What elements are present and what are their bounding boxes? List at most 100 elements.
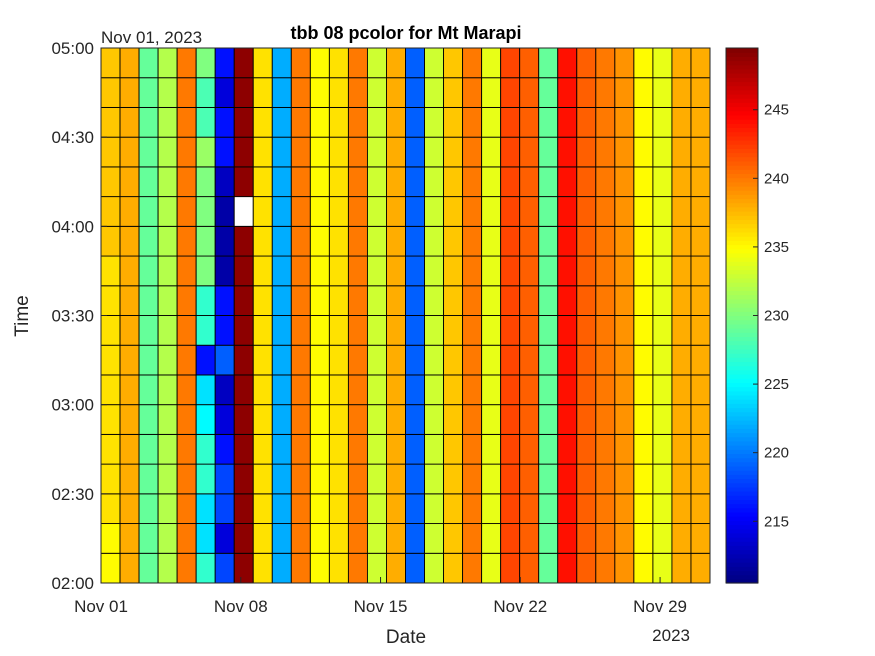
- colorbar-segment: [726, 215, 758, 220]
- heatmap-cell: [138, 374, 159, 406]
- heatmap-cell: [405, 433, 425, 465]
- heatmap-cell: [195, 196, 216, 227]
- heatmap-cell: [328, 166, 349, 198]
- heatmap-cell: [614, 255, 635, 287]
- heatmap-cell: [271, 196, 292, 227]
- heatmap-cell: [500, 136, 521, 168]
- heatmap-cell: [176, 315, 197, 346]
- heatmap-cell: [347, 493, 368, 524]
- heatmap-cell: [328, 196, 349, 227]
- heatmap-cell: [633, 344, 654, 376]
- heatmap-cell: [595, 77, 616, 108]
- heatmap-cell: [233, 463, 254, 495]
- colorbar-segment: [726, 503, 758, 509]
- heatmap-cell: [214, 315, 235, 346]
- heatmap-cell: [595, 196, 616, 227]
- heatmap-cell: [671, 523, 692, 554]
- colorbar-segment: [726, 77, 758, 83]
- x-tick-label: Nov 22: [493, 597, 547, 616]
- heatmap-cell: [443, 47, 464, 79]
- heatmap-cell: [595, 225, 616, 257]
- colorbar-segment: [726, 557, 758, 563]
- heatmap-cell: [443, 166, 464, 198]
- colorbar-segment: [726, 432, 758, 438]
- heatmap-cell: [138, 106, 159, 138]
- heatmap-cell: [366, 285, 387, 316]
- colorbar-segment: [726, 357, 758, 363]
- y-tick-label: 02:00: [51, 574, 94, 593]
- heatmap-cell: [100, 463, 121, 495]
- heatmap-cell: [176, 225, 197, 257]
- heatmap-cell: [100, 344, 121, 376]
- heatmap-cell: [690, 523, 711, 554]
- heatmap-cell: [138, 285, 159, 316]
- heatmap-cell: [157, 433, 178, 465]
- colorbar-segment: [726, 399, 758, 404]
- heatmap-cell: [614, 493, 635, 524]
- heatmap-cell: [100, 374, 121, 406]
- heatmap-cell: [652, 493, 673, 524]
- heatmap-cell: [252, 404, 273, 435]
- heatmap-cell: [271, 47, 292, 79]
- corner-date-label: Nov 01, 2023: [101, 28, 202, 47]
- colorbar-segment: [726, 578, 758, 584]
- colorbar-segment: [726, 185, 758, 191]
- heatmap-cell: [290, 463, 311, 495]
- colorbar-segment: [726, 102, 758, 108]
- colorbar-tick-label: 225: [764, 376, 789, 393]
- heatmap-cell: [443, 463, 464, 495]
- heatmap-cell: [119, 315, 140, 346]
- colorbar-segment: [726, 474, 758, 480]
- heatmap-cell: [576, 315, 597, 346]
- heatmap-cell: [595, 404, 616, 435]
- heatmap-cell: [652, 315, 673, 346]
- heatmap-cell: [690, 166, 711, 198]
- heatmap-cell: [195, 77, 216, 108]
- heatmap-cell: [424, 433, 445, 465]
- heatmap-cell: [690, 315, 711, 346]
- heatmap-cell: [157, 225, 178, 257]
- heatmap-cell: [690, 196, 711, 227]
- heatmap-cell: [328, 344, 349, 376]
- heatmap-cell: [671, 374, 692, 406]
- colorbar-segment: [726, 537, 758, 542]
- heatmap-cell: [557, 374, 578, 406]
- heatmap-cell: [100, 77, 121, 108]
- heatmap-cell: [347, 255, 368, 287]
- heatmap-cell: [405, 374, 425, 406]
- heatmap-cell: [366, 315, 387, 346]
- heatmap-cell: [176, 77, 197, 108]
- chart-title: tbb 08 pcolor for Mt Marapi: [290, 23, 521, 43]
- heatmap-cell: [271, 463, 292, 495]
- heatmap-cell: [290, 77, 311, 108]
- heatmap-cell: [176, 344, 197, 376]
- heatmap-cell: [214, 463, 235, 495]
- heatmap-cell: [100, 404, 121, 435]
- heatmap-cell: [424, 552, 445, 584]
- heatmap-cell: [233, 523, 254, 554]
- heatmap-cell: [366, 404, 387, 435]
- heatmap-cell: [443, 374, 464, 406]
- heatmap-cell: [119, 552, 140, 584]
- heatmap-cell: [595, 315, 616, 346]
- colorbar-segment: [726, 177, 758, 183]
- heatmap-cell: [595, 285, 616, 316]
- heatmap-cell: [538, 344, 559, 376]
- heatmap-cell: [119, 196, 140, 227]
- heatmap-cell: [614, 374, 635, 406]
- heatmap-cell: [405, 166, 425, 198]
- heatmap-cell: [290, 166, 311, 198]
- colorbar-segment: [726, 495, 758, 501]
- heatmap-cell: [366, 106, 387, 138]
- heatmap-cell: [138, 433, 159, 465]
- heatmap-cell: [252, 285, 273, 316]
- x-tick-label: Nov 29: [633, 597, 687, 616]
- heatmap-cell: [538, 136, 559, 168]
- colorbar-segment: [726, 445, 758, 450]
- heatmap-cell: [538, 285, 559, 316]
- heatmap-cell: [328, 47, 349, 79]
- colorbar-segment: [726, 294, 758, 300]
- heatmap-cell: [233, 225, 254, 257]
- heatmap-cell: [443, 552, 464, 584]
- heatmap-cell: [252, 493, 273, 524]
